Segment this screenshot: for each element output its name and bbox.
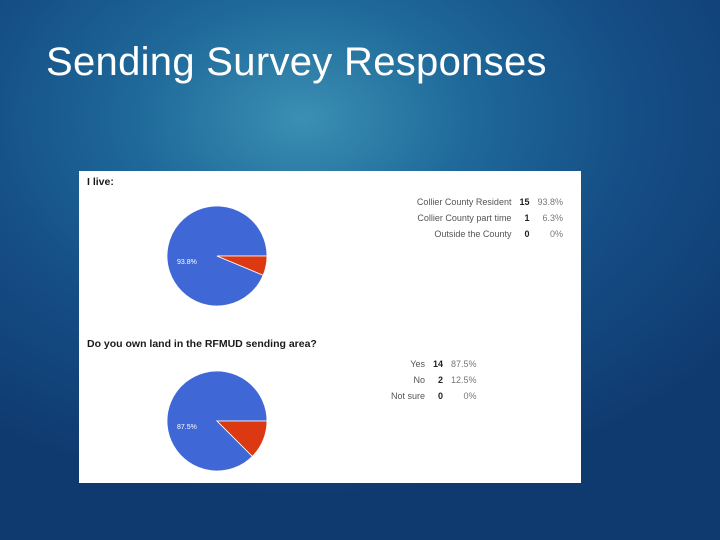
pie-slice-label: 87.5% <box>177 424 197 431</box>
legend-residence: Collier County Resident 15 93.8% Collier… <box>417 194 563 242</box>
survey-results-panel: I live: 93.8% Collier County Resident 15… <box>79 171 581 483</box>
legend-count: 2 <box>438 375 444 385</box>
legend-percent: 93.8% <box>537 197 563 207</box>
pie-chart-land-ownership: 87.5% <box>166 370 268 472</box>
legend-label: No <box>413 375 426 385</box>
legend-row: No 2 12.5% <box>391 372 477 388</box>
legend-count: 14 <box>433 359 444 369</box>
legend-percent: 6.3% <box>542 213 563 223</box>
legend-count: 0 <box>438 391 444 401</box>
pie-chart-residence: 93.8% <box>166 205 268 307</box>
slide-title: Sending Survey Responses <box>46 40 547 84</box>
pie-slice-label: 93.8% <box>177 259 197 266</box>
legend-count: 0 <box>524 229 530 239</box>
legend-percent: 87.5% <box>451 359 477 369</box>
legend-land-ownership: Yes 14 87.5% No 2 12.5% Not sure 0 0% <box>391 356 477 404</box>
legend-count: 15 <box>519 197 530 207</box>
chart-1-title: I live: <box>87 176 114 188</box>
chart-2-title: Do you own land in the RFMUD sending are… <box>87 338 317 350</box>
legend-row: Collier County Resident 15 93.8% <box>417 194 563 210</box>
legend-percent: 12.5% <box>451 375 477 385</box>
pie-slice <box>216 420 268 457</box>
legend-label: Outside the County <box>434 229 512 239</box>
legend-count: 1 <box>524 213 530 223</box>
legend-row: Not sure 0 0% <box>391 388 477 404</box>
legend-label: Collier County Resident <box>416 197 512 207</box>
legend-row: Outside the County 0 0% <box>417 226 563 242</box>
legend-percent: 0% <box>549 229 563 239</box>
legend-label: Not sure <box>391 391 426 401</box>
pie-slice <box>216 255 268 276</box>
legend-label: Yes <box>410 359 426 369</box>
legend-label: Collier County part time <box>417 213 512 223</box>
legend-row: Collier County part time 1 6.3% <box>417 210 563 226</box>
legend-row: Yes 14 87.5% <box>391 356 477 372</box>
legend-percent: 0% <box>463 391 477 401</box>
